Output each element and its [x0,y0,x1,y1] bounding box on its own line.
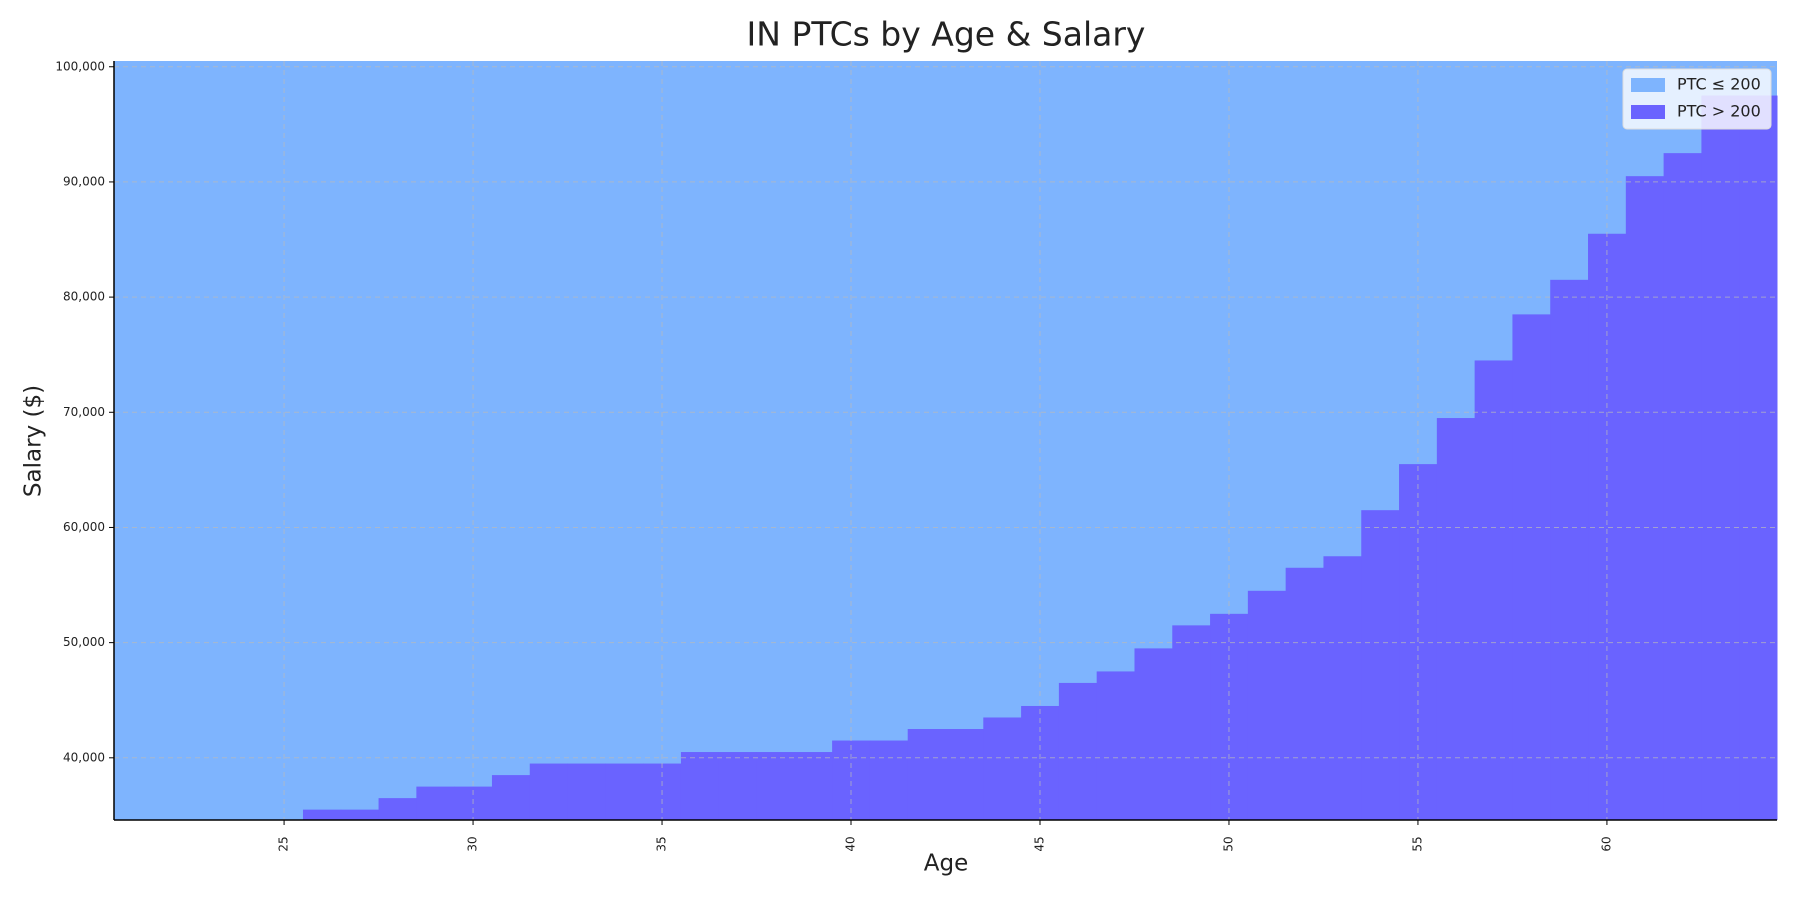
legend-label: PTC > 200 [1677,102,1761,121]
step-bar [1474,360,1513,820]
y-tick-label: 70,000 [63,405,105,419]
x-tick-label: 55 [1410,836,1424,851]
y-tick-label: 50,000 [63,635,105,649]
step-bar [1210,613,1249,820]
step-bar [302,809,342,820]
x-tick-label: 60 [1599,836,1613,851]
y-tick-label: 90,000 [63,174,105,188]
legend-swatch [1631,105,1665,119]
step-bar [1550,279,1589,821]
step-bar [1701,95,1740,820]
step-bar [794,752,833,820]
step-bar [1285,567,1324,820]
step-bar [567,763,606,820]
x-tick-label: 25 [277,836,291,851]
step-bar [1172,625,1211,820]
step-bar [340,809,380,820]
step-bar [491,775,531,820]
chart-title: IN PTCs by Age & Salary [747,15,1146,54]
legend-swatch [1631,78,1665,92]
step-bar [1096,671,1135,820]
step-bar [416,786,455,820]
step-bar [1588,233,1627,820]
step-bar [1323,556,1362,820]
x-tick-label: 45 [1032,836,1046,851]
step-bar [945,729,984,820]
y-tick-label: 60,000 [63,520,105,534]
step-bar [718,752,758,820]
step-bar [529,763,569,820]
step-bar [1663,153,1702,821]
step-bar [983,717,1022,820]
x-tick-label: 35 [655,836,669,851]
step-bar [869,740,909,820]
x-tick-label: 30 [466,836,480,851]
step-bar [1512,314,1551,820]
step-bar [1247,590,1287,820]
y-axis-label: Salary ($) [21,385,47,497]
step-bar [1739,95,1778,820]
step-bar [1625,176,1665,820]
step-bar [1058,682,1098,820]
x-tick-label: 40 [844,836,858,851]
x-tick-label: 50 [1221,836,1235,851]
step-bar [1134,648,1173,820]
step-bar [1361,510,1400,820]
step-bar [378,798,417,820]
legend-label: PTC ≤ 200 [1677,75,1761,94]
y-tick-label: 40,000 [63,750,105,764]
x-axis-label: Age [924,851,968,877]
step-bar [605,763,644,820]
step-bar [680,752,720,820]
y-tick-label: 100,000 [55,59,105,73]
step-bar [907,729,946,820]
step-bar [832,740,871,820]
step-bar [756,752,795,820]
step-bar [1436,418,1476,820]
y-tick-label: 80,000 [63,290,105,304]
